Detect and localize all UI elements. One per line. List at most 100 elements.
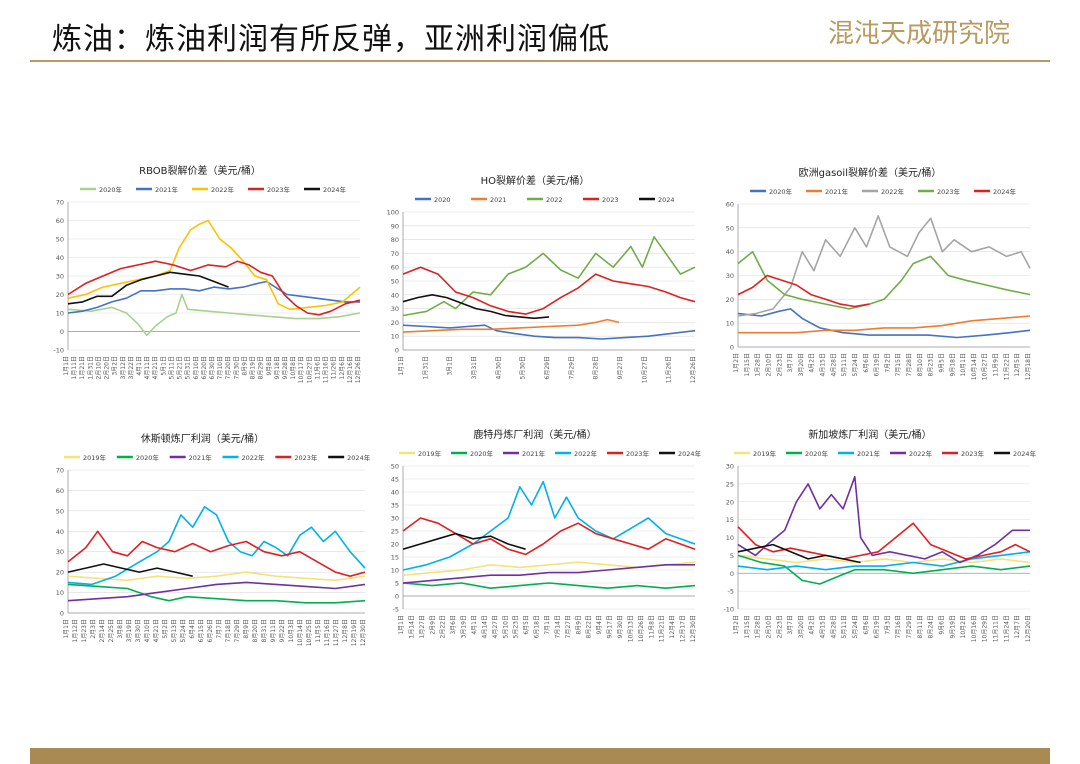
x-tick-label: 3月30日 (135, 619, 142, 642)
x-tick-label: 6月15日 (198, 619, 205, 642)
x-tick-label: 6月5日 (523, 615, 530, 635)
x-tick-label: 10月14日 (297, 619, 304, 646)
legend-label: 2023年 (961, 449, 985, 458)
x-tick-label: 2月25日 (108, 619, 115, 642)
x-tick-label: 10月17日 (298, 356, 305, 383)
x-tick-label: 1月23日 (81, 619, 88, 642)
x-tick-label: 1月1日 (63, 619, 70, 639)
series-line (402, 582, 696, 589)
x-tick-label: 4月21日 (153, 619, 160, 642)
x-tick-label: 10月27日 (641, 356, 648, 383)
x-tick-label: 6月29日 (544, 356, 551, 379)
x-tick-label: 2月10日 (765, 615, 772, 638)
x-tick-label: 3月31日 (471, 356, 478, 379)
legend-label: 2021年 (857, 449, 881, 458)
logo: 混沌天成研究院 (828, 19, 1010, 49)
y-tick-label: 10 (56, 310, 64, 318)
x-tick-label: 5月21日 (177, 356, 184, 379)
x-tick-label: 8月23日 (928, 353, 935, 376)
x-tick-label: 10月26日 (638, 615, 645, 642)
y-tick-label: 0 (60, 610, 64, 618)
x-tick-label: 10月14日 (971, 353, 978, 380)
legend-label: 2021年 (522, 449, 546, 458)
x-tick-label: 4月30日 (495, 356, 502, 379)
series-line (738, 315, 1031, 334)
x-tick-label: 7月10日 (217, 356, 224, 379)
y-tick-label: 0 (395, 347, 399, 355)
x-tick-label: 3月12日 (120, 356, 127, 379)
y-tick-label: 10 (726, 320, 734, 328)
x-tick-label: 11月9日 (993, 353, 1000, 376)
series-line (737, 274, 870, 308)
y-tick-label: 20 (726, 296, 734, 304)
series-line (402, 517, 696, 556)
x-tick-label: 1月11日 (71, 356, 78, 379)
x-tick-label: 9月6日 (938, 615, 945, 635)
x-tick-label: 10月25日 (306, 619, 313, 646)
x-tick-label: 12月7日 (1014, 615, 1021, 638)
x-tick-label: 11月26日 (666, 356, 673, 383)
y-tick-label: 20 (391, 541, 399, 549)
x-tick-label: 3月1日 (447, 356, 454, 376)
y-tick-label: 20 (391, 319, 399, 327)
legend-label: 2023年 (267, 185, 291, 194)
series-line (402, 324, 696, 340)
x-tick-label: 4月1日 (471, 615, 478, 635)
x-tick-label: 8月9日 (241, 356, 248, 376)
y-tick-label: 40 (56, 528, 64, 536)
series-line (737, 215, 1031, 317)
y-tick-label: 25 (726, 480, 734, 488)
series-line (737, 543, 861, 564)
series-line (67, 581, 366, 602)
page-title: 炼油：炼油利润有所反弹，亚洲利润偏低 (52, 22, 610, 57)
x-tick-label: 7月29日 (906, 615, 913, 638)
x-tick-label: 2月22日 (440, 615, 447, 638)
x-tick-label: 1月15日 (744, 615, 751, 638)
x-tick-label: 5月23日 (513, 615, 520, 638)
y-tick-label: 70 (56, 199, 64, 207)
x-tick-label: 8月11日 (917, 615, 924, 638)
y-tick-label: 0 (730, 344, 734, 352)
legend-label: 2024 (658, 196, 675, 204)
x-tick-label: 5月24日 (852, 615, 859, 638)
x-tick-label: 9月4日 (596, 615, 603, 635)
x-tick-label: 4月10日 (144, 619, 151, 642)
legend-label: 2024年 (993, 187, 1017, 196)
x-tick-label: 8月9日 (575, 615, 582, 635)
legend-label: 2024年 (678, 449, 702, 458)
legend-label: 2021年 (189, 453, 213, 462)
legend-label: 2024年 (1013, 449, 1037, 458)
x-tick-label: 5月10日 (502, 615, 509, 638)
x-tick-label: 12月30日 (360, 619, 367, 646)
y-tick-label: 60 (391, 264, 399, 272)
x-tick-label: 1月1日 (398, 356, 405, 376)
legend-label: 2020年 (769, 187, 793, 196)
x-tick-label: 7月30日 (233, 356, 240, 379)
x-tick-label: 11月8日 (648, 615, 655, 638)
x-tick-label: 2月14日 (99, 619, 106, 642)
legend-label: 2019年 (418, 449, 442, 458)
x-tick-label: 12月4日 (669, 615, 676, 638)
x-tick-label: 12月26日 (690, 356, 697, 383)
x-tick-label: 10月29日 (982, 615, 989, 642)
y-tick-label: 20 (726, 498, 734, 506)
x-tick-label: 10月13日 (627, 615, 634, 642)
y-tick-label: 70 (56, 467, 64, 475)
y-tick-label: 0 (730, 570, 734, 578)
x-tick-label: 8月24日 (928, 615, 935, 638)
chart-ho-crack-spread: HO裂解价差（美元/桶） 2020 2021 2022 2023 2024 0 10 20 30 4… (387, 174, 697, 383)
x-tick-label: 6月4日 (189, 619, 196, 639)
x-tick-label: 7月16日 (895, 615, 902, 638)
x-tick-label: 1月14日 (408, 615, 415, 638)
x-tick-label: 9月8日 (266, 356, 273, 376)
series-line (67, 530, 366, 577)
series-line (402, 564, 695, 584)
x-tick-label: 7月28日 (906, 353, 913, 376)
x-tick-label: 2月10日 (765, 353, 772, 376)
x-tick-label: 10月27日 (306, 356, 313, 383)
x-tick-label: 2月10日 (95, 356, 102, 379)
x-tick-label: 1月31日 (87, 356, 94, 379)
x-tick-label: 11月22日 (1003, 353, 1010, 380)
y-tick-label: 50 (726, 224, 734, 232)
x-tick-label: 9月18日 (949, 353, 956, 376)
